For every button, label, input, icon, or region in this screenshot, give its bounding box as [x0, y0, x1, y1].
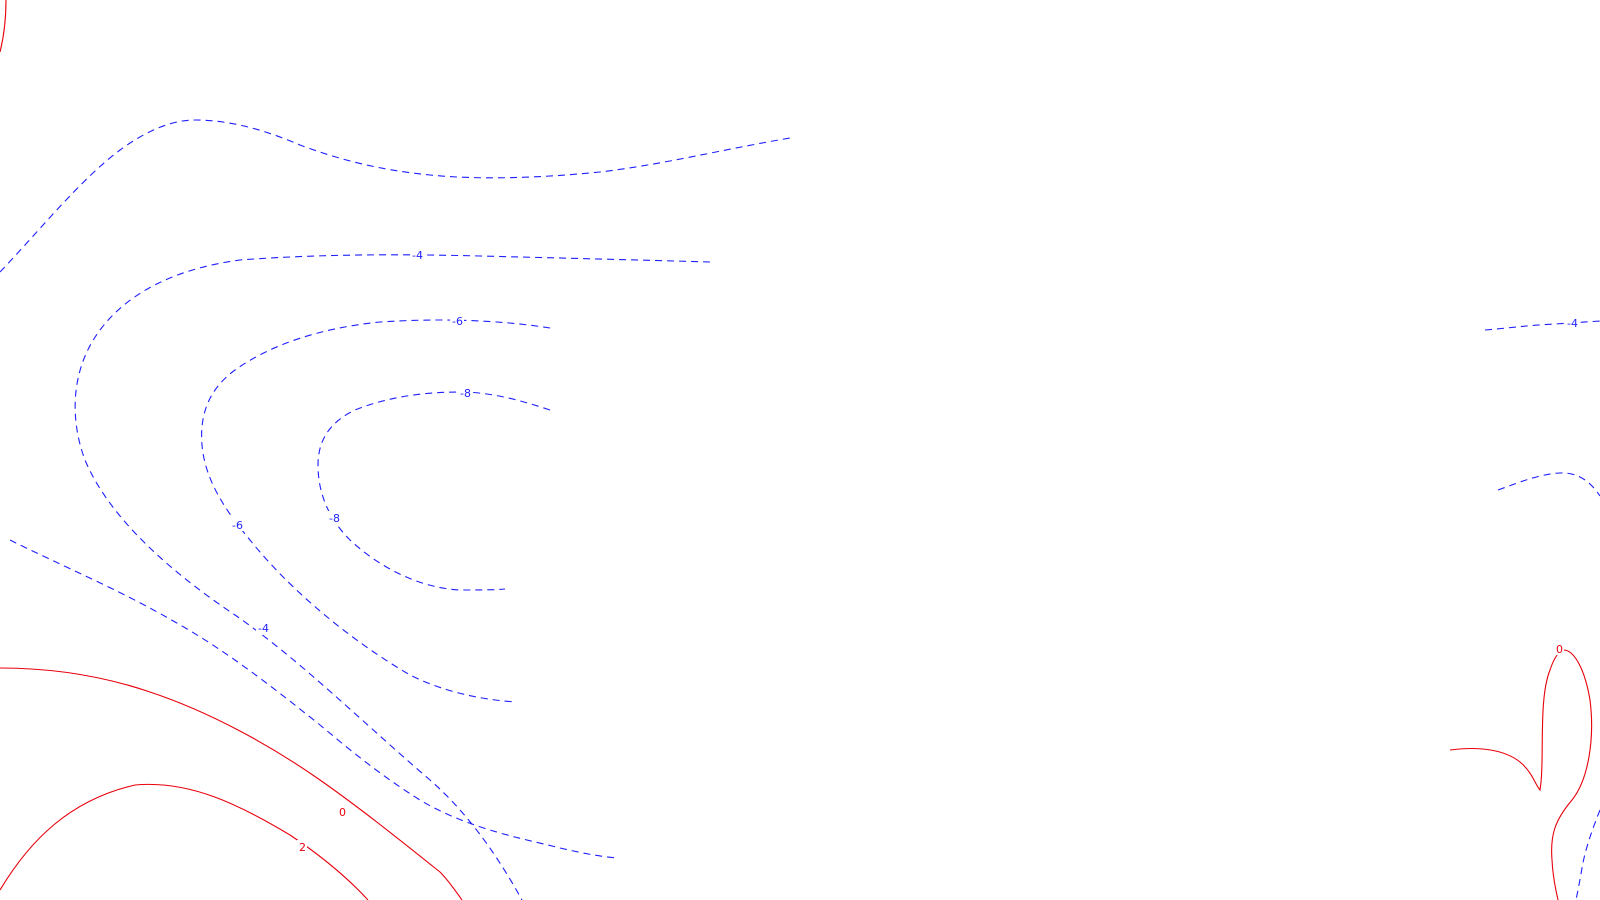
label-neg6-left: -6: [230, 518, 244, 532]
contour-line-neg4-right: [1484, 320, 1600, 331]
contour-label: -8: [329, 512, 340, 525]
contour-line-neg6: [201, 319, 551, 703]
contour-line-neg-right-bottom: [1575, 809, 1600, 900]
label-neg4-top: -4: [410, 248, 424, 262]
label-zero-right: 0: [1554, 642, 1564, 656]
label-neg4-right: -4: [1565, 316, 1579, 330]
contour-line-zero-right: [1449, 649, 1593, 900]
contour-label: 0: [339, 806, 346, 819]
contour-line-neg4: [74, 254, 711, 900]
contour-line-positive-corner: [0, 0, 7, 53]
contour-line-neg2-outer: [0, 119, 791, 273]
label-neg4-left: -4: [256, 621, 270, 635]
contour-label: -6: [232, 519, 243, 532]
contour-label: -4: [258, 622, 269, 635]
contour-line-neg-right-hump: [1497, 472, 1600, 497]
contour-label: -8: [460, 387, 471, 400]
label-neg6-top: -6: [450, 314, 464, 328]
contour-label: 0: [1556, 643, 1563, 656]
label-two-bottom: 2: [297, 840, 307, 854]
contour-label: -6: [452, 315, 463, 328]
contour-label: 2: [299, 841, 306, 854]
label-neg8-top: -8: [458, 386, 472, 400]
contour-label: -4: [412, 249, 423, 262]
contour-line-neg8: [317, 391, 551, 591]
label-neg8-left: -8: [327, 511, 341, 525]
contour-line-neg4-lower: [9, 539, 619, 859]
contour-label: -4: [1567, 317, 1578, 330]
contour-line-zero: [0, 667, 463, 900]
contour-line-two: [0, 783, 369, 900]
label-zero-bottom: 0: [337, 805, 347, 819]
